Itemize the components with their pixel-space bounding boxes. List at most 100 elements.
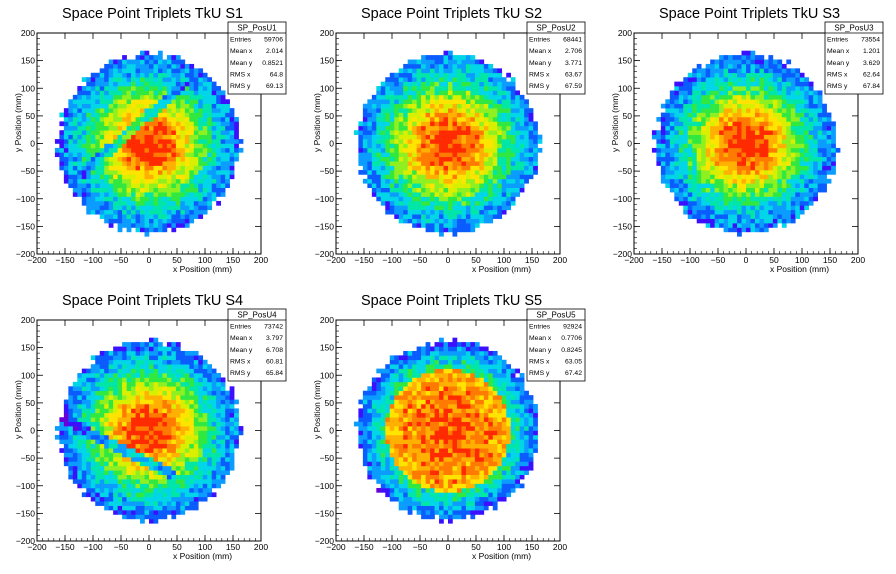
heatmap-cell: [754, 125, 760, 131]
heatmap-cell: [421, 99, 426, 105]
heatmap-cell: [443, 196, 449, 202]
heatmap-cell: [95, 108, 101, 113]
heatmap-cell: [678, 192, 684, 197]
heatmap-cell: [153, 174, 159, 180]
heatmap-cell: [430, 103, 435, 109]
heatmap-cell: [162, 143, 168, 149]
heatmap-cell: [434, 200, 440, 206]
heatmap-cell: [506, 94, 512, 100]
heatmap-cell: [189, 143, 195, 149]
heatmap-cell: [416, 223, 422, 228]
heatmap-cell: [777, 94, 783, 100]
heatmap-cell: [394, 94, 400, 100]
heatmap-cell: [808, 143, 814, 149]
heatmap-cell: [131, 355, 136, 361]
heatmap-cell: [434, 63, 440, 69]
heatmap-cell: [81, 134, 87, 140]
heatmap-cell: [77, 457, 83, 462]
heatmap-cell: [144, 81, 150, 87]
heatmap-cell: [398, 125, 404, 131]
heatmap-cell: [465, 116, 471, 122]
heatmap-cell: [234, 130, 239, 135]
heatmap-cell: [692, 205, 698, 211]
heatmap-cell: [403, 108, 408, 113]
heatmap-cell: [389, 147, 395, 153]
heatmap-cell: [412, 174, 417, 180]
heatmap-cell: [135, 178, 141, 184]
heatmap-cell: [113, 161, 118, 166]
heatmap-cell: [184, 68, 190, 74]
heatmap-cell: [790, 86, 796, 91]
heatmap-cell: [456, 200, 462, 206]
heatmap-cell: [380, 90, 386, 96]
heatmap-cell: [665, 174, 671, 180]
heatmap-cell: [140, 200, 145, 206]
heatmap-cell: [768, 94, 774, 100]
heatmap-cell: [108, 492, 114, 498]
heatmap-cell: [705, 86, 711, 91]
heatmap-cell: [533, 170, 538, 175]
heatmap-cell: [211, 125, 217, 131]
heatmap-cell: [68, 99, 74, 105]
heatmap-cell: [117, 373, 123, 378]
heatmap-cell: [746, 205, 751, 211]
heatmap-cell: [461, 130, 467, 135]
heatmap-cell: [732, 139, 738, 144]
heatmap-cell: [385, 178, 391, 184]
heatmap-cell: [510, 81, 516, 87]
heatmap-cell: [430, 161, 435, 166]
heatmap-cell: [719, 156, 724, 162]
heatmap-cell: [207, 121, 213, 127]
heatmap-cell: [117, 143, 123, 149]
heatmap-cell: [746, 81, 751, 87]
heatmap-cell: [443, 112, 449, 118]
heatmap-cell: [817, 178, 823, 184]
heatmap-cell: [754, 196, 760, 202]
heatmap-cell: [772, 63, 778, 69]
heatmap-cell: [506, 72, 512, 78]
heatmap-cell: [737, 178, 742, 184]
heatmap-cell: [72, 125, 78, 131]
heatmap-cell: [483, 170, 489, 175]
heatmap-cell: [385, 156, 391, 162]
heatmap-cell: [135, 134, 141, 140]
heatmap-cell: [171, 205, 177, 211]
heatmap-cell: [768, 192, 774, 197]
heatmap-cell: [90, 116, 96, 122]
heatmap-cell: [184, 205, 190, 211]
heatmap-cell: [189, 209, 195, 215]
heatmap-cell: [674, 125, 680, 131]
heatmap-cell: [407, 214, 413, 219]
heatmap-cell: [211, 170, 217, 175]
heatmap-cell: [763, 103, 769, 109]
heatmap-cell: [157, 223, 163, 228]
heatmap-cell: [781, 174, 787, 180]
heatmap-cell: [189, 187, 195, 193]
heatmap-cell: [175, 94, 181, 100]
heatmap-cell: [439, 170, 444, 175]
heatmap-cell: [443, 143, 449, 149]
y-tick-label: 150: [21, 56, 35, 66]
heatmap-cell: [746, 209, 751, 215]
heatmap-cell: [728, 152, 733, 158]
heatmap-cell: [528, 134, 534, 140]
heatmap-cell: [822, 183, 827, 188]
heatmap-cell: [768, 214, 774, 219]
heatmap-cell: [126, 390, 132, 396]
heatmap-cell: [506, 81, 512, 87]
heatmap-cell: [772, 200, 778, 206]
heatmap-cell: [483, 192, 489, 197]
heatmap-cell: [81, 187, 87, 193]
heatmap-cell: [144, 426, 150, 431]
heatmap-cell: [72, 452, 78, 458]
heatmap-cell: [59, 134, 65, 140]
heatmap-cell: [705, 214, 711, 219]
heatmap-cell: [90, 205, 96, 211]
heatmap-cell: [99, 368, 105, 374]
heatmap-cell: [799, 161, 805, 166]
heatmap-cell: [492, 192, 498, 197]
heatmap-cell: [674, 121, 680, 127]
heatmap-cell: [808, 86, 814, 91]
heatmap-cell: [99, 390, 105, 396]
heatmap-cell: [234, 116, 239, 122]
